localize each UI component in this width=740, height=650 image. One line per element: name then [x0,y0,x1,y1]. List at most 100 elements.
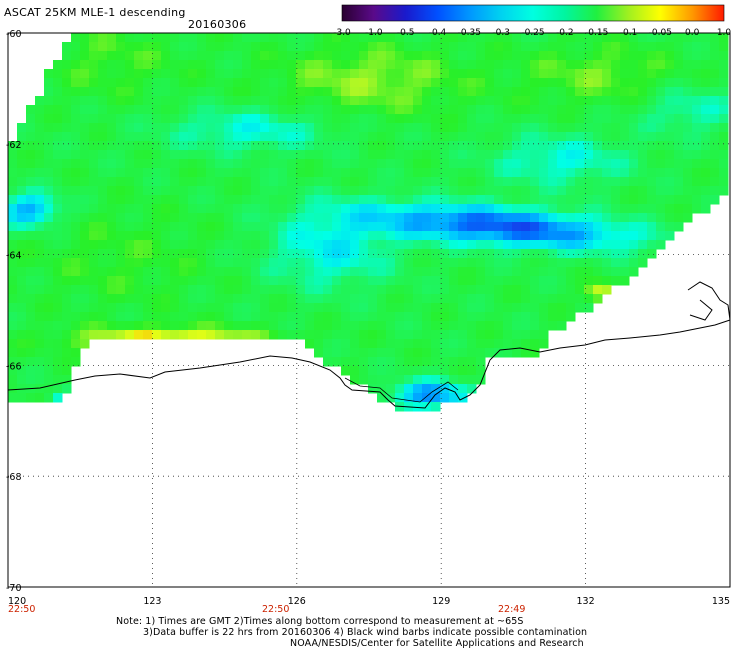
field-cell [179,114,189,124]
field-cell [467,114,477,124]
field-cell [188,222,198,232]
field-cell [116,204,126,214]
field-cell [521,69,531,79]
field-cell [323,330,333,340]
field-cell [161,87,171,97]
field-cell [557,276,567,286]
field-cell [503,303,513,313]
field-cell [116,195,126,205]
field-cell [692,141,702,151]
field-cell [170,177,180,187]
field-cell [44,186,54,196]
field-cell [341,150,351,160]
field-cell [224,42,234,52]
field-cell [476,303,486,313]
field-cell [386,303,396,313]
field-cell [107,42,117,52]
field-cell [242,168,252,178]
field-cell [368,294,378,304]
field-cell [161,159,171,169]
field-cell [350,366,360,376]
field-cell [359,33,369,43]
field-cell [692,132,702,142]
field-cell [377,60,387,70]
field-cell [638,123,648,133]
field-cell [80,186,90,196]
field-cell [548,195,558,205]
field-cell [314,114,324,124]
field-cell [188,276,198,286]
field-cell [404,150,414,160]
field-cell [134,132,144,142]
field-cell [413,177,423,187]
field-cell [602,267,612,277]
field-cell [467,384,477,394]
field-cell [170,276,180,286]
field-cell [44,339,54,349]
field-cell [458,213,468,223]
field-cell [494,195,504,205]
field-cell [476,150,486,160]
field-cell [278,69,288,79]
field-cell [341,87,351,97]
field-cell [431,222,441,232]
field-cell [116,96,126,106]
field-cell [80,339,90,349]
field-cell [359,186,369,196]
field-cell [44,123,54,133]
field-cell [368,258,378,268]
field-cell [566,258,576,268]
field-cell [80,303,90,313]
field-cell [323,33,333,43]
field-cell [35,384,45,394]
field-cell [233,321,243,331]
field-cell [332,186,342,196]
time-label: 22:49 [498,604,525,615]
field-cell [440,276,450,286]
field-cell [449,114,459,124]
field-cell [449,186,459,196]
field-cell [278,267,288,277]
field-cell [611,78,621,88]
field-cell [701,141,711,151]
field-cell [260,114,270,124]
field-cell [404,312,414,322]
field-cell [539,213,549,223]
field-cell [494,330,504,340]
field-cell [629,33,639,43]
field-cell [215,186,225,196]
field-cell [107,231,117,241]
field-cell [206,231,216,241]
field-cell [638,78,648,88]
field-cell [215,222,225,232]
field-cell [494,231,504,241]
field-cell [71,276,81,286]
field-cell [512,177,522,187]
field-cell [269,177,279,187]
field-cell [494,51,504,61]
field-cell [35,168,45,178]
field-cell [503,60,513,70]
field-cell [98,267,108,277]
colorbar-label: 1.0 [717,28,732,38]
field-cell [134,114,144,124]
field-cell [107,222,117,232]
field-cell [71,222,81,232]
field-cell [206,186,216,196]
field-cell [413,195,423,205]
field-cell [215,321,225,331]
field-cell [656,240,666,250]
field-cell [647,42,657,52]
field-cell [593,195,603,205]
field-cell [332,177,342,187]
field-cell [287,195,297,205]
field-cell [278,240,288,250]
field-cell [80,51,90,61]
field-cell [116,87,126,97]
field-cell [440,186,450,196]
field-cell [521,339,531,349]
field-cell [161,249,171,259]
field-cell [395,348,405,358]
field-cell [413,366,423,376]
field-cell [323,285,333,295]
